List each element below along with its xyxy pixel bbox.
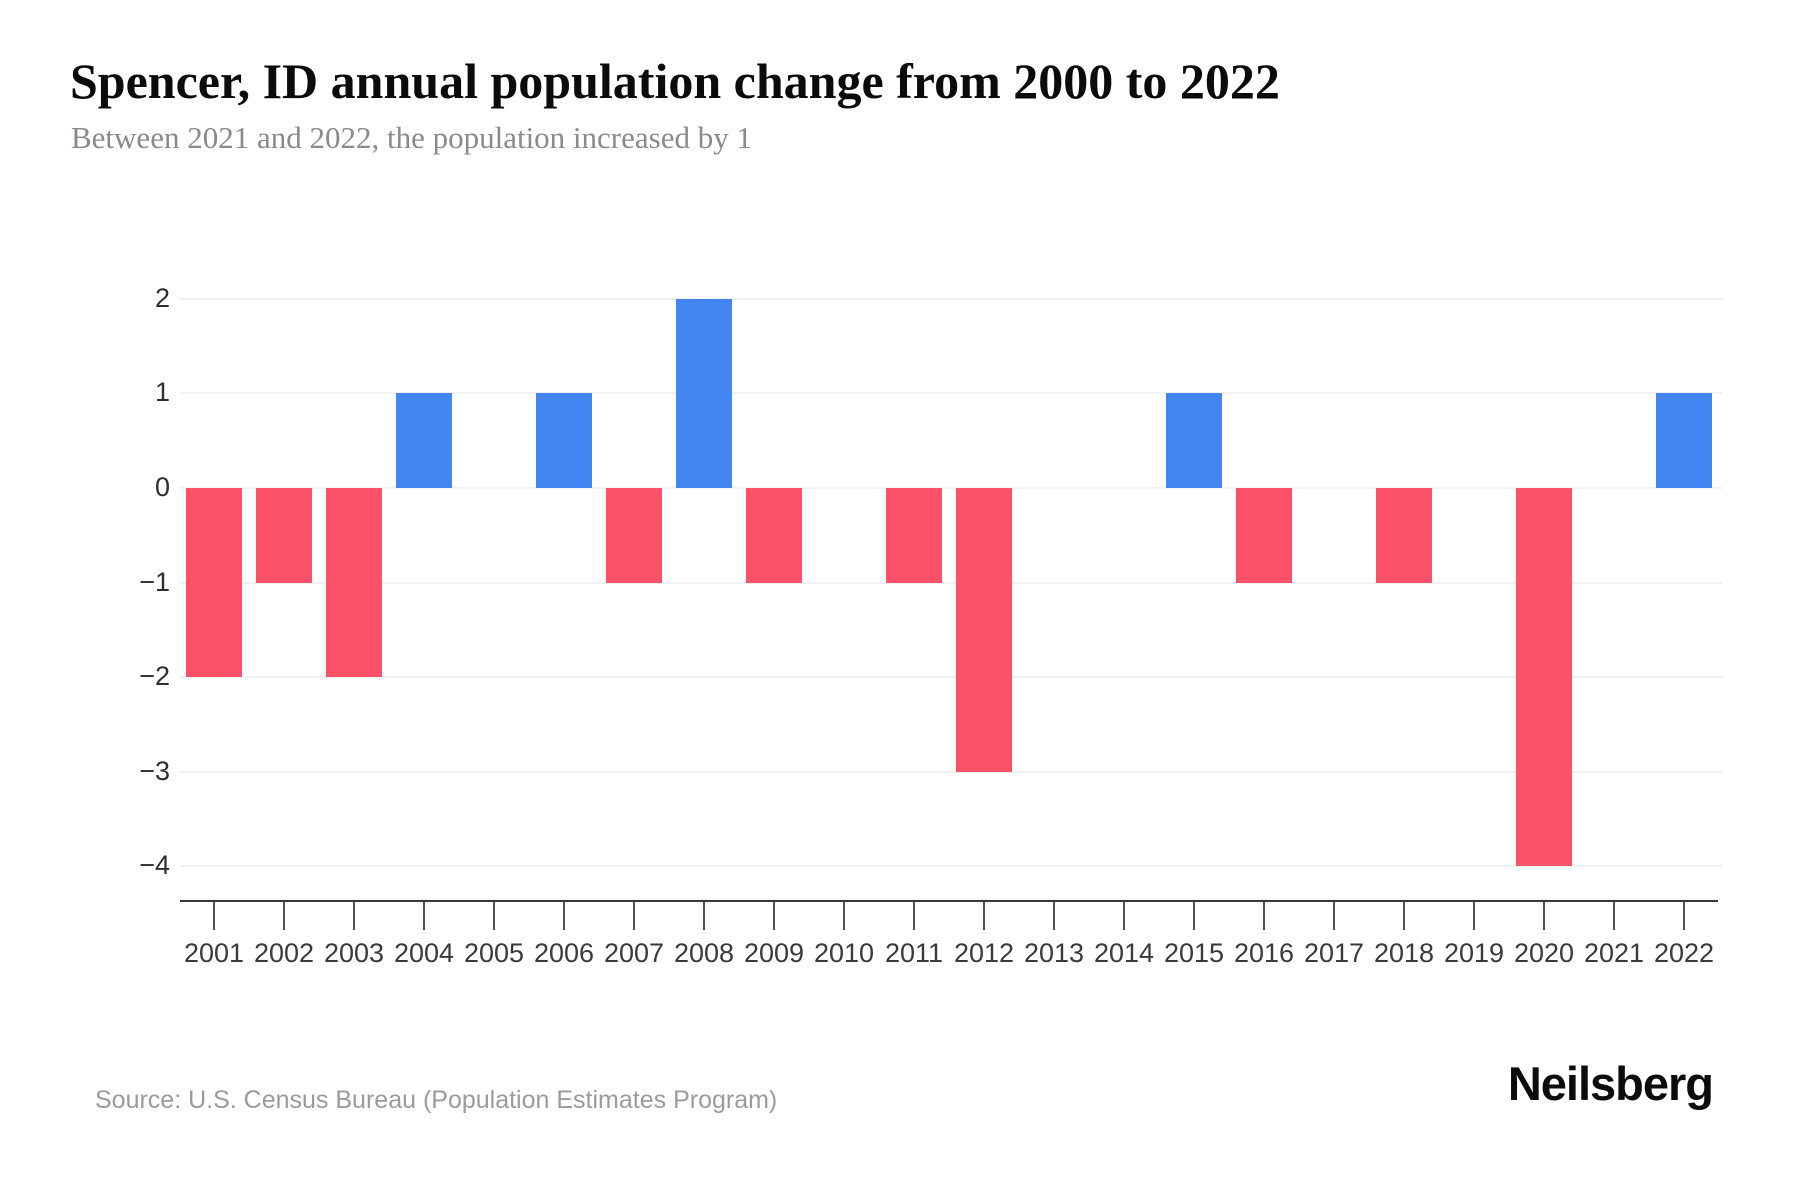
x-tick-2014 bbox=[1123, 902, 1125, 930]
x-tick-2005 bbox=[493, 902, 495, 930]
x-axis-label-2018: 2018 bbox=[1373, 938, 1435, 968]
x-axis-label-2019: 2019 bbox=[1443, 938, 1505, 968]
x-axis-label-2015: 2015 bbox=[1163, 938, 1225, 968]
bar-2015[interactable] bbox=[1166, 393, 1222, 488]
y-axis-label--1: −1 bbox=[139, 566, 170, 597]
x-axis-label-2002: 2002 bbox=[253, 938, 315, 968]
bar-2008[interactable] bbox=[676, 298, 732, 488]
y-axis-label--4: −4 bbox=[139, 850, 170, 881]
x-tick-2015 bbox=[1193, 902, 1195, 930]
x-tick-2018 bbox=[1403, 902, 1405, 930]
y-axis-label--2: −2 bbox=[139, 661, 170, 692]
x-tick-2006 bbox=[563, 902, 565, 930]
bar-2022[interactable] bbox=[1656, 393, 1712, 488]
x-axis-label-2020: 2020 bbox=[1513, 938, 1575, 968]
neilsberg-logo: Neilsberg bbox=[1507, 1057, 1714, 1110]
x-tick-2022 bbox=[1683, 902, 1685, 930]
bar-2007[interactable] bbox=[606, 488, 662, 583]
x-axis-label-2007: 2007 bbox=[603, 938, 665, 968]
x-axis-label-2011: 2011 bbox=[884, 938, 944, 968]
x-axis-label-2005: 2005 bbox=[463, 938, 525, 968]
bar-2009[interactable] bbox=[746, 488, 802, 583]
x-tick-2021 bbox=[1613, 902, 1615, 930]
x-axis-label-2010: 2010 bbox=[813, 938, 875, 968]
x-tick-2020 bbox=[1543, 902, 1545, 930]
x-axis-label-2006: 2006 bbox=[533, 938, 595, 968]
x-tick-2010 bbox=[843, 902, 845, 930]
x-tick-2003 bbox=[353, 902, 355, 930]
bar-2011[interactable] bbox=[886, 488, 942, 583]
gridline-1 bbox=[180, 392, 1722, 395]
chart-title: Spencer, ID annual population change fro… bbox=[70, 53, 1280, 109]
gridline--3 bbox=[180, 770, 1722, 773]
x-axis-line bbox=[180, 900, 1718, 902]
x-axis-label-2003: 2003 bbox=[323, 938, 385, 968]
x-tick-2008 bbox=[703, 902, 705, 930]
x-tick-2007 bbox=[633, 902, 635, 930]
x-tick-2017 bbox=[1333, 902, 1335, 930]
x-axis-label-2013: 2013 bbox=[1023, 938, 1085, 968]
x-axis-label-2016: 2016 bbox=[1233, 938, 1295, 968]
x-axis-label-2009: 2009 bbox=[743, 938, 805, 968]
chart-subtitle: Between 2021 and 2022, the population in… bbox=[71, 120, 752, 155]
x-tick-2002 bbox=[283, 902, 285, 930]
x-axis-label-2001: 2001 bbox=[183, 938, 245, 968]
x-tick-2004 bbox=[423, 902, 425, 930]
bar-2020[interactable] bbox=[1516, 488, 1572, 867]
x-axis-label-2021: 2021 bbox=[1583, 938, 1645, 968]
bar-2002[interactable] bbox=[256, 488, 312, 583]
x-tick-2001 bbox=[213, 902, 215, 930]
source-note: Source: U.S. Census Bureau (Population E… bbox=[95, 1086, 778, 1114]
x-axis-label-2014: 2014 bbox=[1093, 938, 1155, 968]
x-axis-label-2008: 2008 bbox=[673, 938, 735, 968]
gridline--4 bbox=[180, 865, 1722, 868]
bar-2018[interactable] bbox=[1376, 488, 1432, 583]
x-axis-label-2004: 2004 bbox=[393, 938, 455, 968]
x-tick-2011 bbox=[913, 902, 915, 930]
bar-2004[interactable] bbox=[396, 393, 452, 488]
gridline--2 bbox=[180, 676, 1722, 679]
x-tick-2009 bbox=[773, 902, 775, 930]
gridline-2 bbox=[180, 297, 1722, 300]
y-axis-label-0: 0 bbox=[154, 472, 170, 502]
gridline-0 bbox=[180, 487, 1722, 489]
x-tick-2012 bbox=[983, 902, 985, 930]
x-tick-2013 bbox=[1053, 902, 1055, 930]
gridline--1 bbox=[180, 581, 1722, 584]
bar-2012[interactable] bbox=[956, 488, 1012, 772]
x-axis-label-2022: 2022 bbox=[1653, 938, 1715, 968]
x-axis-label-2017: 2017 bbox=[1303, 938, 1365, 968]
x-tick-2016 bbox=[1263, 902, 1265, 930]
bar-2001[interactable] bbox=[186, 488, 242, 678]
y-axis-label-1: 1 bbox=[154, 377, 170, 408]
x-axis-label-2012: 2012 bbox=[953, 938, 1015, 968]
y-axis-label-2: 2 bbox=[154, 282, 170, 313]
x-tick-2019 bbox=[1473, 902, 1475, 930]
bar-2006[interactable] bbox=[536, 393, 592, 488]
y-axis-label--3: −3 bbox=[139, 755, 170, 786]
bar-2003[interactable] bbox=[326, 488, 382, 678]
bar-2016[interactable] bbox=[1236, 488, 1292, 583]
